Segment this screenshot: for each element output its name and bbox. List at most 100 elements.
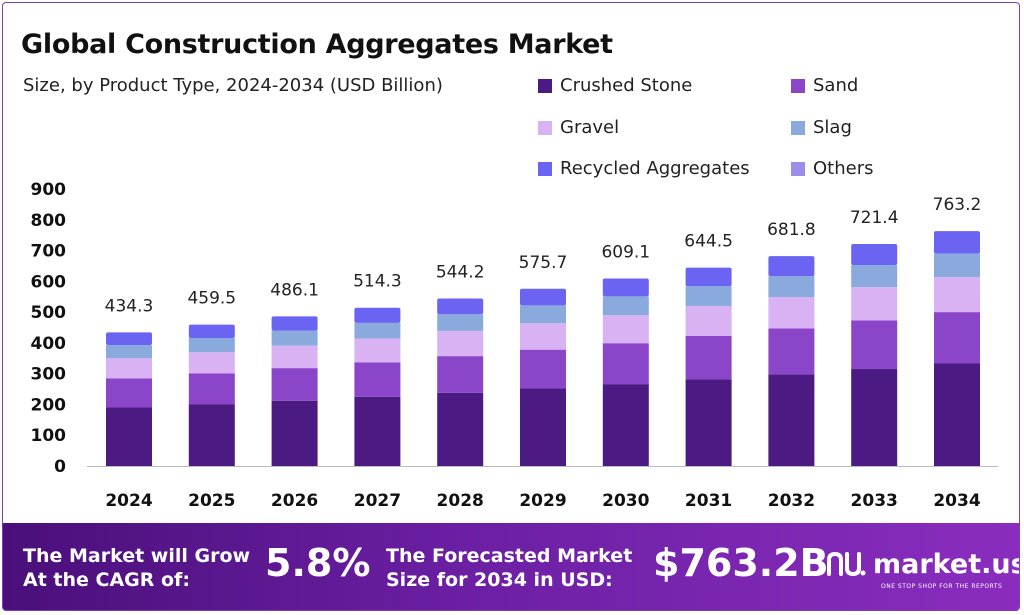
bar-segment-slag <box>188 337 235 353</box>
bar-segment-crushed-stone <box>271 400 318 466</box>
bar-segment-gravel <box>602 315 649 344</box>
legend-swatch-slag <box>791 120 805 135</box>
bar-segment-crushed-stone <box>685 379 732 466</box>
bar-segment-slag <box>106 345 152 359</box>
legend: Crushed Stone Sand Gravel Slag Recycled … <box>538 75 1008 185</box>
bar-segment-gravel <box>437 330 484 357</box>
y-tick-label: 400 <box>31 334 67 354</box>
bar-total-label: 544.2 <box>436 263 485 283</box>
bar-segment-gravel <box>188 352 235 374</box>
bar-segment-crushed-stone <box>188 404 235 466</box>
bar-segment-slag <box>437 314 484 331</box>
cagr-label-line1: The Market will Grow <box>23 545 251 567</box>
cagr-label: The Market will Grow At the CAGR of: <box>23 544 250 592</box>
bar-segment-sand <box>934 312 980 364</box>
bar-segment-recycled-aggregates <box>271 316 318 331</box>
bar-segment-sand <box>685 335 732 380</box>
forecast-label-line2: Size for 2034 in USD: <box>386 569 613 591</box>
chart-subtitle: Size, by Product Type, 2024-2034 (USD Bi… <box>23 75 443 96</box>
bar-segment-slag <box>685 286 732 306</box>
forecast-value: $763.2B <box>653 541 829 585</box>
bar-segment-sand <box>520 349 566 389</box>
y-tick-label: 700 <box>31 242 67 262</box>
bar-segment-crushed-stone <box>106 407 152 466</box>
market-us-logo-icon <box>827 551 866 577</box>
bar-segment-recycled-aggregates <box>106 332 152 346</box>
x-tick-label: 2032 <box>768 491 815 511</box>
legend-swatch-crushed-stone <box>538 78 552 93</box>
bar-segment-recycled-aggregates <box>851 243 898 266</box>
legend-label: Sand <box>813 75 859 96</box>
legend-swatch-sand <box>791 78 805 93</box>
legend-swatch-recycled-aggregates <box>538 161 552 176</box>
cagr-label-line2: At the CAGR of: <box>23 569 190 591</box>
y-tick-label: 500 <box>31 303 67 323</box>
x-tick-label: 2027 <box>354 491 401 511</box>
legend-swatch-gravel <box>538 120 552 135</box>
bar-segment-slag <box>934 253 980 278</box>
bar-segment-gravel <box>271 345 318 369</box>
legend-item-sand: Sand <box>791 75 858 96</box>
y-tick-label: 200 <box>31 395 67 415</box>
bar-segment-sand <box>188 373 235 405</box>
bar-segment-slag <box>768 276 815 298</box>
legend-label: Slag <box>813 117 852 138</box>
bar-segment-sand <box>602 343 649 385</box>
bar-segment-sand <box>354 362 401 397</box>
bar-segment-gravel <box>354 338 401 363</box>
bar-total-label: 514.3 <box>353 272 402 292</box>
bar-segment-crushed-stone <box>768 374 815 466</box>
bar-total-label: 681.8 <box>767 220 816 240</box>
bar-segment-slag <box>851 265 898 288</box>
market-us-logo: market.us <box>825 548 1020 580</box>
x-tick-label: 2034 <box>933 491 980 511</box>
summary-banner: The Market will Grow At the CAGR of: 5.8… <box>3 523 1020 610</box>
y-tick-label: 900 <box>31 180 67 200</box>
legend-item-slag: Slag <box>791 117 852 138</box>
legend-item-crushed-stone: Crushed Stone <box>538 75 692 96</box>
bar-segment-sand <box>437 356 484 393</box>
bar-segment-crushed-stone <box>851 369 898 466</box>
bar-segment-slag <box>354 322 401 339</box>
bar-segment-gravel <box>106 358 152 379</box>
bar-total-label: 459.5 <box>187 289 236 309</box>
bar-segment-sand <box>851 320 898 370</box>
bar-total-label: 763.2 <box>933 195 982 215</box>
legend-swatch-others <box>791 161 805 176</box>
bar-segment-gravel <box>520 323 566 350</box>
legend-item-others: Others <box>791 158 874 179</box>
legend-item-gravel: Gravel <box>538 117 619 138</box>
cagr-value: 5.8% <box>265 541 371 585</box>
bar-segment-crushed-stone <box>354 396 401 466</box>
logo-text: market.us <box>873 548 1020 580</box>
bar-segment-crushed-stone <box>934 363 980 466</box>
bar-segment-sand <box>271 368 318 401</box>
legend-label: Recycled Aggregates <box>560 158 750 179</box>
legend-label: Crushed Stone <box>560 75 693 96</box>
forecast-label-line1: The Forecasted Market <box>386 545 633 567</box>
bar-segment-gravel <box>685 305 732 336</box>
bar-segment-slag <box>271 330 318 346</box>
y-tick-label: 0 <box>54 457 66 477</box>
bar-segment-recycled-aggregates <box>354 307 401 323</box>
x-tick-label: 2029 <box>519 491 566 511</box>
bar-total-label: 575.7 <box>519 253 568 273</box>
bar-segment-slag <box>602 296 649 316</box>
bar-segment-recycled-aggregates <box>768 256 815 277</box>
x-tick-label: 2026 <box>271 491 318 511</box>
bar-segment-gravel <box>768 297 815 329</box>
y-tick-label: 800 <box>31 211 67 231</box>
stacked-bar-chart: 0 100 200 300 400 500 600 700 800 900 434.3 2024 459… <box>31 180 998 511</box>
bar-segment-sand <box>768 328 815 375</box>
logo-tagline: ONE STOP SHOP FOR THE REPORTS <box>881 583 1003 590</box>
x-tick-label: 2030 <box>602 491 649 511</box>
bar-segment-crushed-stone <box>437 392 484 466</box>
y-tick-label: 600 <box>31 272 67 292</box>
bar-total-label: 644.5 <box>684 232 733 252</box>
bar-segment-gravel <box>851 287 898 321</box>
bar-total-label: 434.3 <box>105 296 154 316</box>
bar-segment-crushed-stone <box>520 388 566 466</box>
bar-total-label: 486.1 <box>270 280 319 300</box>
bar-segment-recycled-aggregates <box>520 288 566 306</box>
